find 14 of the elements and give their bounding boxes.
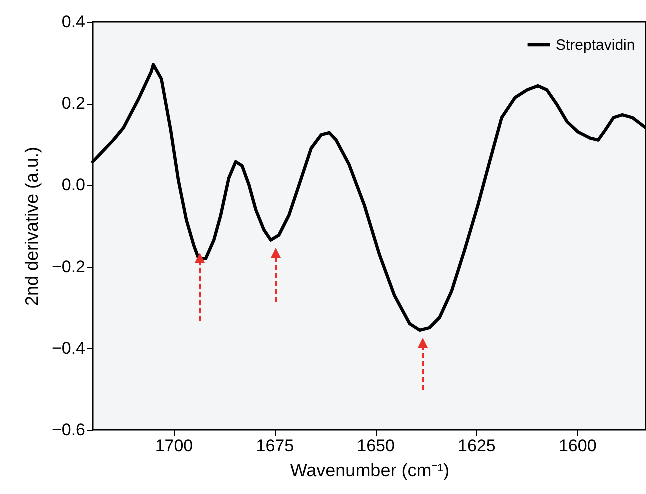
y-tick-label: −0.6 — [52, 420, 86, 440]
x-tick-label: 1650 — [357, 436, 395, 456]
legend-label: Streptavidin — [556, 37, 636, 54]
x-tick-label: 1675 — [256, 436, 294, 456]
x-axis-title: Wavenumber (cm⁻¹) — [290, 460, 450, 480]
x-tick-label: 1700 — [155, 436, 194, 456]
y-tick-label: −0.2 — [52, 257, 86, 276]
x-tick-label: 1625 — [458, 436, 496, 456]
y-tick-label: 0.0 — [62, 176, 86, 195]
x-tick-label: 1600 — [558, 436, 597, 456]
y-axis-title: 2nd derivative (a.u.) — [22, 146, 42, 306]
y-tick-label: −0.4 — [52, 338, 86, 358]
y-tick-label: 0.2 — [62, 94, 86, 114]
y-tick-label: 0.4 — [62, 12, 86, 32]
